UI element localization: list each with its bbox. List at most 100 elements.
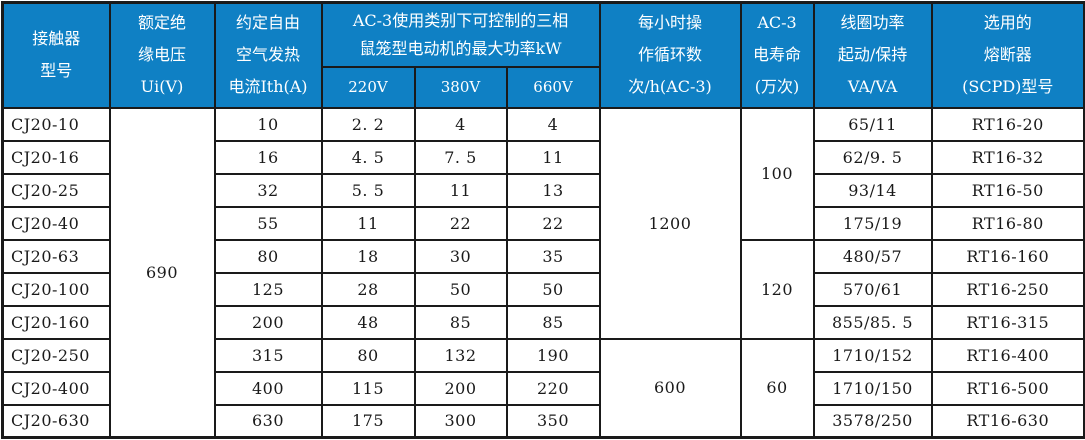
cell-model: CJ20-630 — [1, 403, 111, 439]
header-cycles-per-hour: 每小时操 作循环数 次/h(AC-3) — [598, 1, 742, 109]
cell-coil-power: 175/19 — [812, 205, 933, 241]
cell-ith: 16 — [213, 139, 323, 175]
header-electrical-life: AC-3 电寿命 (万次) — [739, 1, 815, 109]
cell-ith: 55 — [213, 205, 323, 241]
table-row: CJ20-160 200 48 85 85 855/85. 5 RT16-315 — [1, 304, 1085, 340]
cell-model: CJ20-10 — [1, 106, 111, 142]
cell-power-380v: 132 — [413, 337, 508, 373]
cell-life-60: 60 — [739, 337, 815, 439]
cell-model: CJ20-40 — [1, 205, 111, 241]
cell-life-100: 100 — [739, 106, 815, 241]
cell-power-660v: 4 — [505, 106, 601, 142]
cell-coil-power: 1710/150 — [812, 370, 933, 406]
header-660v: 660V — [505, 65, 601, 109]
cell-power-220v: 175 — [320, 403, 416, 439]
cell-power-380v: 200 — [413, 370, 508, 406]
table-row: CJ20-40 55 11 22 22 175/19 RT16-80 — [1, 205, 1085, 241]
cell-coil-power: 65/11 — [812, 106, 933, 142]
table-row: CJ20-63 80 18 30 35 120 480/57 RT16-160 — [1, 238, 1085, 340]
cell-coil-power: 1710/152 — [812, 337, 933, 373]
cell-power-660v: 220 — [505, 370, 601, 406]
cell-ith: 400 — [213, 370, 323, 406]
header-fuse-model: 选用的 熔断器 (SCPD)型号 — [930, 1, 1085, 109]
header-ac3-max-power: AC-3使用类别下可控制的三相 鼠笼型电动机的最大功率kW — [320, 1, 601, 68]
cell-power-660v: 350 — [505, 403, 601, 439]
cell-fuse: RT16-250 — [930, 271, 1085, 307]
cell-power-380v: 300 — [413, 403, 508, 439]
cell-power-220v: 18 — [320, 238, 416, 274]
header-coil-power: 线圈功率 起动/保持 VA/VA — [812, 1, 933, 109]
cell-ith: 315 — [213, 337, 323, 373]
cell-power-660v: 190 — [505, 337, 601, 373]
cell-power-660v: 85 — [505, 304, 601, 340]
table-row: CJ20-10 690 10 2. 2 4 4 1200 100 65/11 R… — [1, 106, 1085, 439]
table-row: CJ20-16 16 4. 5 7. 5 11 62/9. 5 RT16-32 — [1, 139, 1085, 175]
cell-ith: 10 — [213, 106, 323, 142]
cell-fuse: RT16-32 — [930, 139, 1085, 175]
table-body: CJ20-10 690 10 2. 2 4 4 1200 100 65/11 R… — [1, 106, 1085, 439]
cell-fuse: RT16-500 — [930, 370, 1085, 406]
cell-power-660v: 11 — [505, 139, 601, 175]
cell-power-380v: 7. 5 — [413, 139, 508, 175]
cell-power-660v: 13 — [505, 172, 601, 208]
table-row: CJ20-25 32 5. 5 11 13 93/14 RT16-50 — [1, 172, 1085, 208]
cell-coil-power: 3578/250 — [812, 403, 933, 439]
cell-power-660v: 50 — [505, 271, 601, 307]
cell-power-220v: 48 — [320, 304, 416, 340]
cell-power-220v: 2. 2 — [320, 106, 416, 142]
cell-ith: 32 — [213, 172, 323, 208]
cell-model: CJ20-63 — [1, 238, 111, 274]
cell-power-380v: 50 — [413, 271, 508, 307]
cell-coil-power: 855/85. 5 — [812, 304, 933, 340]
cell-fuse: RT16-20 — [930, 106, 1085, 142]
cell-fuse: RT16-315 — [930, 304, 1085, 340]
header-contactor-model: 接触器 型号 — [1, 1, 111, 109]
header-380v: 380V — [413, 65, 508, 109]
cell-power-220v: 80 — [320, 337, 416, 373]
cell-cycles-1200: 1200 — [598, 106, 742, 340]
cell-power-660v: 35 — [505, 238, 601, 274]
cell-power-220v: 11 — [320, 205, 416, 241]
cell-model: CJ20-25 — [1, 172, 111, 208]
cell-fuse: RT16-400 — [930, 337, 1085, 373]
cell-power-380v: 11 — [413, 172, 508, 208]
header-thermal-current: 约定自由 空气发热 电流Ith(A) — [213, 1, 323, 109]
table-row: CJ20-250 315 80 132 190 600 60 1710/152 … — [1, 337, 1085, 439]
cell-coil-power: 93/14 — [812, 172, 933, 208]
cell-life-120: 120 — [739, 238, 815, 340]
table-header: 接触器 型号 额定绝 缘电压 Ui(V) 约定自由 空气发热 电流Ith(A) … — [1, 1, 1085, 109]
cell-power-380v: 85 — [413, 304, 508, 340]
cell-ith: 200 — [213, 304, 323, 340]
cell-power-220v: 28 — [320, 271, 416, 307]
cell-fuse: RT16-160 — [930, 238, 1085, 274]
cell-ith: 125 — [213, 271, 323, 307]
cell-power-660v: 22 — [505, 205, 601, 241]
table-row: CJ20-630 630 175 300 350 3578/250 RT16-6… — [1, 403, 1085, 439]
table-row: CJ20-100 125 28 50 50 570/61 RT16-250 — [1, 271, 1085, 307]
cell-ith: 630 — [213, 403, 323, 439]
cell-ui-voltage: 690 — [108, 106, 216, 439]
cell-power-220v: 4. 5 — [320, 139, 416, 175]
cell-fuse: RT16-80 — [930, 205, 1085, 241]
cell-power-380v: 4 — [413, 106, 508, 142]
cell-coil-power: 62/9. 5 — [812, 139, 933, 175]
cell-power-220v: 115 — [320, 370, 416, 406]
cell-power-380v: 30 — [413, 238, 508, 274]
cell-fuse: RT16-50 — [930, 172, 1085, 208]
cell-power-220v: 5. 5 — [320, 172, 416, 208]
cell-coil-power: 570/61 — [812, 271, 933, 307]
cell-power-380v: 22 — [413, 205, 508, 241]
header-220v: 220V — [320, 65, 416, 109]
cell-cycles-600: 600 — [598, 337, 742, 439]
cell-model: CJ20-100 — [1, 271, 111, 307]
cell-model: CJ20-250 — [1, 337, 111, 373]
cell-model: CJ20-400 — [1, 370, 111, 406]
cell-coil-power: 480/57 — [812, 238, 933, 274]
cell-model: CJ20-160 — [1, 304, 111, 340]
table-row: CJ20-400 400 115 200 220 1710/150 RT16-5… — [1, 370, 1085, 406]
cell-fuse: RT16-630 — [930, 403, 1085, 439]
cell-ith: 80 — [213, 238, 323, 274]
cell-model: CJ20-16 — [1, 139, 111, 175]
